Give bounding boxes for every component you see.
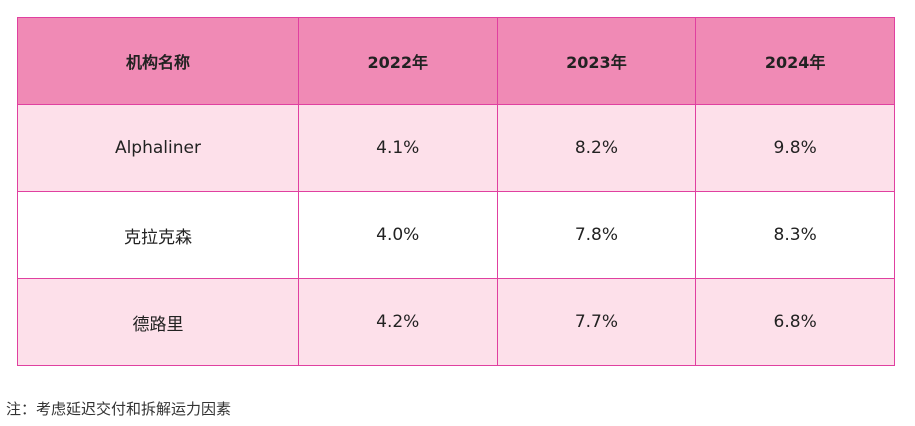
header-row: 机构名称 2022年 2023年 2024年 <box>17 17 895 105</box>
table-cell: 4.2% <box>297 278 498 366</box>
header-cell: 2023年 <box>496 17 697 105</box>
table-cell: 7.7% <box>496 278 697 366</box>
table-cell: 克拉克森 <box>17 191 299 279</box>
table-cell: 7.8% <box>496 191 697 279</box>
table-cell: Alphaliner <box>17 104 299 192</box>
table-body: Alphaliner 4.1% 8.2% 9.8% 克拉克森 4.0% 7.8% 8.3% 德路… <box>17 104 895 366</box>
header-cell: 2022年 <box>297 17 498 105</box>
table-cell: 4.0% <box>297 191 498 279</box>
table-row: Alphaliner 4.1% 8.2% 9.8% <box>17 104 895 192</box>
table-cell: 4.1% <box>297 104 498 192</box>
table-row: 克拉克森 4.0% 7.8% 8.3% <box>17 191 895 279</box>
note: 注：考虑延迟交付和拆解运力因素 <box>6 400 232 418</box>
table-cell: 德路里 <box>17 278 299 366</box>
header-cell: 机构名称 <box>17 17 299 105</box>
table-cell: 8.2% <box>496 104 697 192</box>
table-wrap: 机构名称 2022年 2023年 2024年 Alphaliner 4.1% 8.2% 9.… <box>17 17 895 366</box>
table-cell: 9.8% <box>695 104 895 192</box>
table-cell: 6.8% <box>695 278 895 366</box>
table: 机构名称 2022年 2023年 2024年 Alphaliner 4.1% 8.2% 9.… <box>17 17 895 366</box>
table-row: 德路里 4.2% 7.7% 6.8% <box>17 278 895 366</box>
header-cell: 2024年 <box>695 17 895 105</box>
table-cell: 8.3% <box>695 191 895 279</box>
